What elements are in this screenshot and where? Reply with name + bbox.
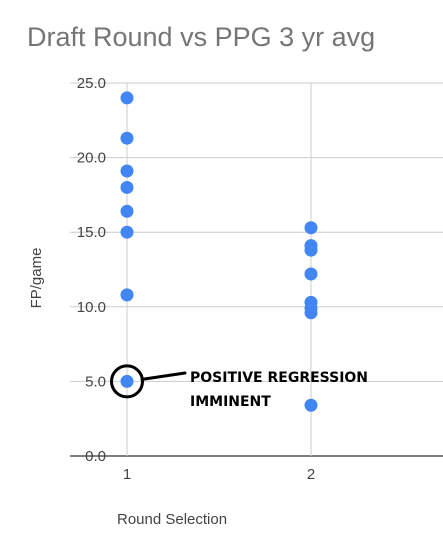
y-tick-label: 25.0 xyxy=(77,75,106,92)
annotation-pointer xyxy=(140,371,187,381)
data-point xyxy=(120,225,134,239)
x-axis-title: Round Selection xyxy=(117,511,227,528)
data-point xyxy=(304,243,318,257)
annotation-line: POSITIVE REGRESSION xyxy=(190,370,368,386)
data-point xyxy=(304,221,318,235)
data-point xyxy=(120,180,134,194)
annotation: POSITIVE REGRESSION IMMINENT xyxy=(110,364,368,410)
y-tick-label: 5.0 xyxy=(85,373,106,390)
data-point xyxy=(120,204,134,218)
data-point xyxy=(120,374,134,388)
data-point xyxy=(120,288,134,302)
y-tick-label: 15.0 xyxy=(77,224,106,241)
data-point xyxy=(304,306,318,320)
data-points xyxy=(120,91,318,412)
y-tick-label: 20.0 xyxy=(77,150,106,167)
y-axis-ticks: 0.0 5.0 10.0 15.0 20.0 25.0 xyxy=(77,75,106,465)
y-tick-label: 0.0 xyxy=(85,448,106,465)
chart-title: Draft Round vs PPG 3 yr avg xyxy=(27,22,376,52)
data-point xyxy=(120,164,134,178)
x-tick-label: 2 xyxy=(307,466,315,483)
data-point xyxy=(304,398,318,412)
data-point xyxy=(304,267,318,281)
data-point xyxy=(120,91,134,105)
y-axis-title: FP/game xyxy=(28,248,45,309)
data-point xyxy=(120,131,134,145)
y-tick-label: 10.0 xyxy=(77,299,106,316)
annotation-line: IMMINENT xyxy=(190,394,271,410)
x-tick-label: 1 xyxy=(123,466,131,483)
highlight-circle xyxy=(110,364,144,399)
